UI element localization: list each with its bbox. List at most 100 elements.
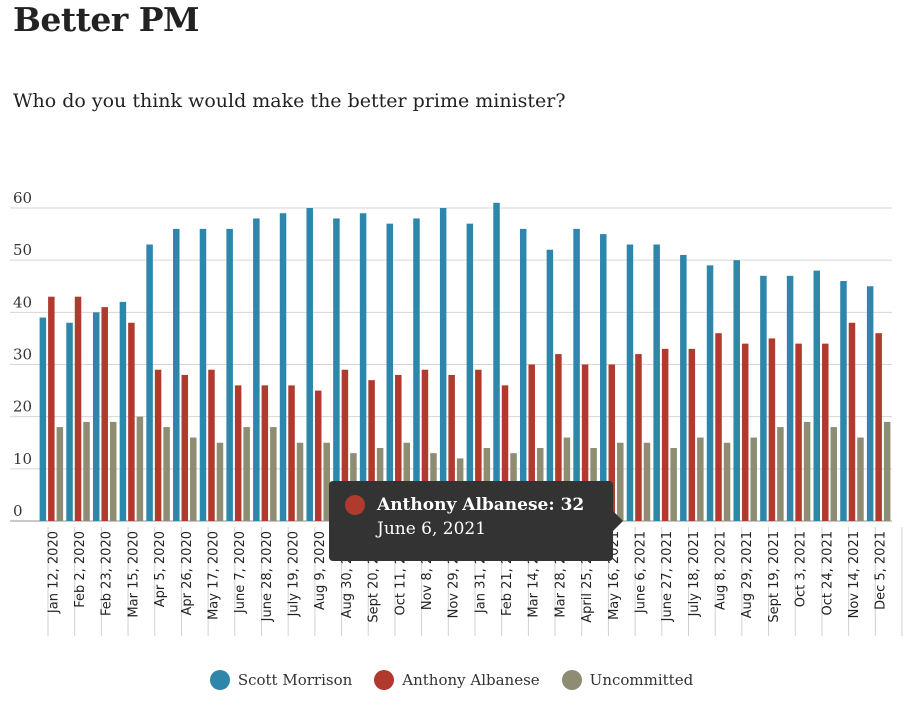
bar-anthony-albanese[interactable]: [395, 374, 402, 521]
bar-scott-morrison[interactable]: [733, 260, 740, 521]
bar-scott-morrison[interactable]: [573, 228, 580, 521]
bar-uncommitted[interactable]: [723, 442, 731, 521]
bar-uncommitted[interactable]: [670, 447, 677, 521]
bar-anthony-albanese[interactable]: [288, 385, 295, 521]
bar-scott-morrison[interactable]: [279, 213, 287, 521]
bar-anthony-albanese[interactable]: [475, 369, 482, 521]
bar-uncommitted[interactable]: [56, 427, 64, 521]
bar-scott-morrison[interactable]: [333, 218, 340, 521]
bar-anthony-albanese[interactable]: [448, 374, 455, 521]
bar-scott-morrison[interactable]: [519, 228, 527, 521]
bar-scott-morrison[interactable]: [253, 218, 260, 521]
bar-uncommitted[interactable]: [750, 437, 757, 521]
bar-anthony-albanese[interactable]: [661, 348, 669, 521]
bar-uncommitted[interactable]: [857, 437, 864, 521]
bar-anthony-albanese[interactable]: [528, 364, 535, 522]
bar-scott-morrison[interactable]: [359, 213, 367, 521]
bar-scott-morrison[interactable]: [546, 249, 554, 521]
legend-item-uncommitted[interactable]: Uncommitted: [561, 670, 694, 690]
bar-uncommitted[interactable]: [803, 421, 811, 521]
bar-uncommitted[interactable]: [136, 416, 144, 521]
bar-scott-morrison[interactable]: [680, 254, 687, 521]
bar-anthony-albanese[interactable]: [608, 364, 616, 522]
bar-anthony-albanese[interactable]: [48, 296, 55, 521]
bar-uncommitted[interactable]: [617, 442, 624, 521]
bar-scott-morrison[interactable]: [600, 234, 607, 522]
bar-anthony-albanese[interactable]: [848, 322, 856, 521]
bar-anthony-albanese[interactable]: [768, 338, 776, 521]
bar-uncommitted[interactable]: [643, 442, 651, 521]
bar-scott-morrison[interactable]: [226, 228, 233, 521]
bar-scott-morrison[interactable]: [92, 312, 100, 521]
bar-scott-morrison[interactable]: [786, 275, 794, 521]
bar-scott-morrison[interactable]: [626, 244, 634, 521]
bar-scott-morrison[interactable]: [466, 223, 474, 521]
bar-anthony-albanese[interactable]: [635, 354, 642, 521]
bar-anthony-albanese[interactable]: [501, 385, 509, 521]
bar-anthony-albanese[interactable]: [314, 390, 322, 521]
bar-uncommitted[interactable]: [270, 427, 277, 521]
x-tick-label: June 7, 2020: [233, 531, 248, 614]
legend-item-anthony-albanese[interactable]: Anthony Albanese: [374, 670, 540, 690]
tooltip-arrow: [613, 511, 623, 531]
bar-scott-morrison[interactable]: [199, 228, 207, 521]
bar-anthony-albanese[interactable]: [234, 385, 242, 521]
legend-swatch-icon: [561, 670, 582, 690]
bar-anthony-albanese[interactable]: [875, 333, 882, 521]
bar-scott-morrison[interactable]: [306, 208, 313, 521]
x-tick-label: Aug 29, 2021: [740, 531, 755, 618]
bar-anthony-albanese[interactable]: [581, 364, 589, 522]
bar-uncommitted[interactable]: [563, 437, 571, 521]
bar-scott-morrison[interactable]: [760, 275, 767, 521]
legend-label: Uncommitted: [589, 671, 694, 689]
bar-scott-morrison[interactable]: [493, 202, 500, 522]
bar-scott-morrison[interactable]: [66, 322, 73, 521]
bar-anthony-albanese[interactable]: [341, 369, 349, 521]
bar-scott-morrison[interactable]: [413, 218, 420, 521]
bar-scott-morrison[interactable]: [146, 244, 153, 521]
bar-anthony-albanese[interactable]: [154, 369, 162, 521]
bar-uncommitted[interactable]: [296, 442, 304, 521]
legend-label: Scott Morrison: [237, 671, 353, 689]
x-tick-label: Aug 9, 2020: [313, 531, 328, 610]
bar-anthony-albanese[interactable]: [74, 296, 82, 521]
legend-item-scott-morrison[interactable]: Scott Morrison: [209, 670, 353, 690]
bar-uncommitted[interactable]: [163, 427, 170, 521]
bar-scott-morrison[interactable]: [439, 208, 447, 521]
bar-anthony-albanese[interactable]: [261, 385, 269, 521]
bar-scott-morrison[interactable]: [706, 265, 714, 521]
bar-anthony-albanese[interactable]: [128, 322, 135, 521]
tooltip-value: Anthony Albanese: 32: [377, 495, 585, 515]
bar-uncommitted[interactable]: [830, 427, 838, 521]
bar-scott-morrison[interactable]: [840, 281, 847, 521]
bar-uncommitted[interactable]: [243, 427, 250, 521]
bar-scott-morrison[interactable]: [813, 270, 821, 521]
bar-scott-morrison[interactable]: [173, 228, 180, 521]
bar-uncommitted[interactable]: [777, 427, 784, 521]
bar-anthony-albanese[interactable]: [555, 354, 562, 521]
bar-anthony-albanese[interactable]: [208, 369, 215, 521]
bar-scott-morrison[interactable]: [866, 286, 874, 521]
bar-anthony-albanese[interactable]: [368, 380, 375, 521]
bar-scott-morrison[interactable]: [653, 244, 660, 521]
bar-anthony-albanese[interactable]: [181, 374, 189, 521]
bar-scott-morrison[interactable]: [119, 301, 127, 521]
bar-scott-morrison[interactable]: [39, 317, 47, 521]
bar-anthony-albanese[interactable]: [101, 307, 108, 521]
bar-uncommitted[interactable]: [216, 442, 224, 521]
bar-uncommitted[interactable]: [109, 421, 117, 521]
bar-uncommitted[interactable]: [190, 437, 197, 521]
bar-anthony-albanese[interactable]: [795, 343, 802, 521]
bar-anthony-albanese[interactable]: [688, 348, 696, 521]
bar-uncommitted[interactable]: [83, 421, 90, 521]
bar-anthony-albanese[interactable]: [741, 343, 749, 521]
bar-uncommitted[interactable]: [697, 437, 704, 521]
bar-uncommitted[interactable]: [883, 421, 891, 521]
bar-anthony-albanese[interactable]: [715, 333, 722, 521]
x-tick-label: Feb 23, 2020: [100, 531, 115, 616]
bar-scott-morrison[interactable]: [386, 223, 394, 521]
legend: Scott Morrison Anthony Albanese Uncommit…: [0, 670, 903, 690]
bar-anthony-albanese[interactable]: [421, 369, 429, 521]
bar-anthony-albanese[interactable]: [822, 343, 829, 521]
bar-uncommitted[interactable]: [323, 442, 330, 521]
